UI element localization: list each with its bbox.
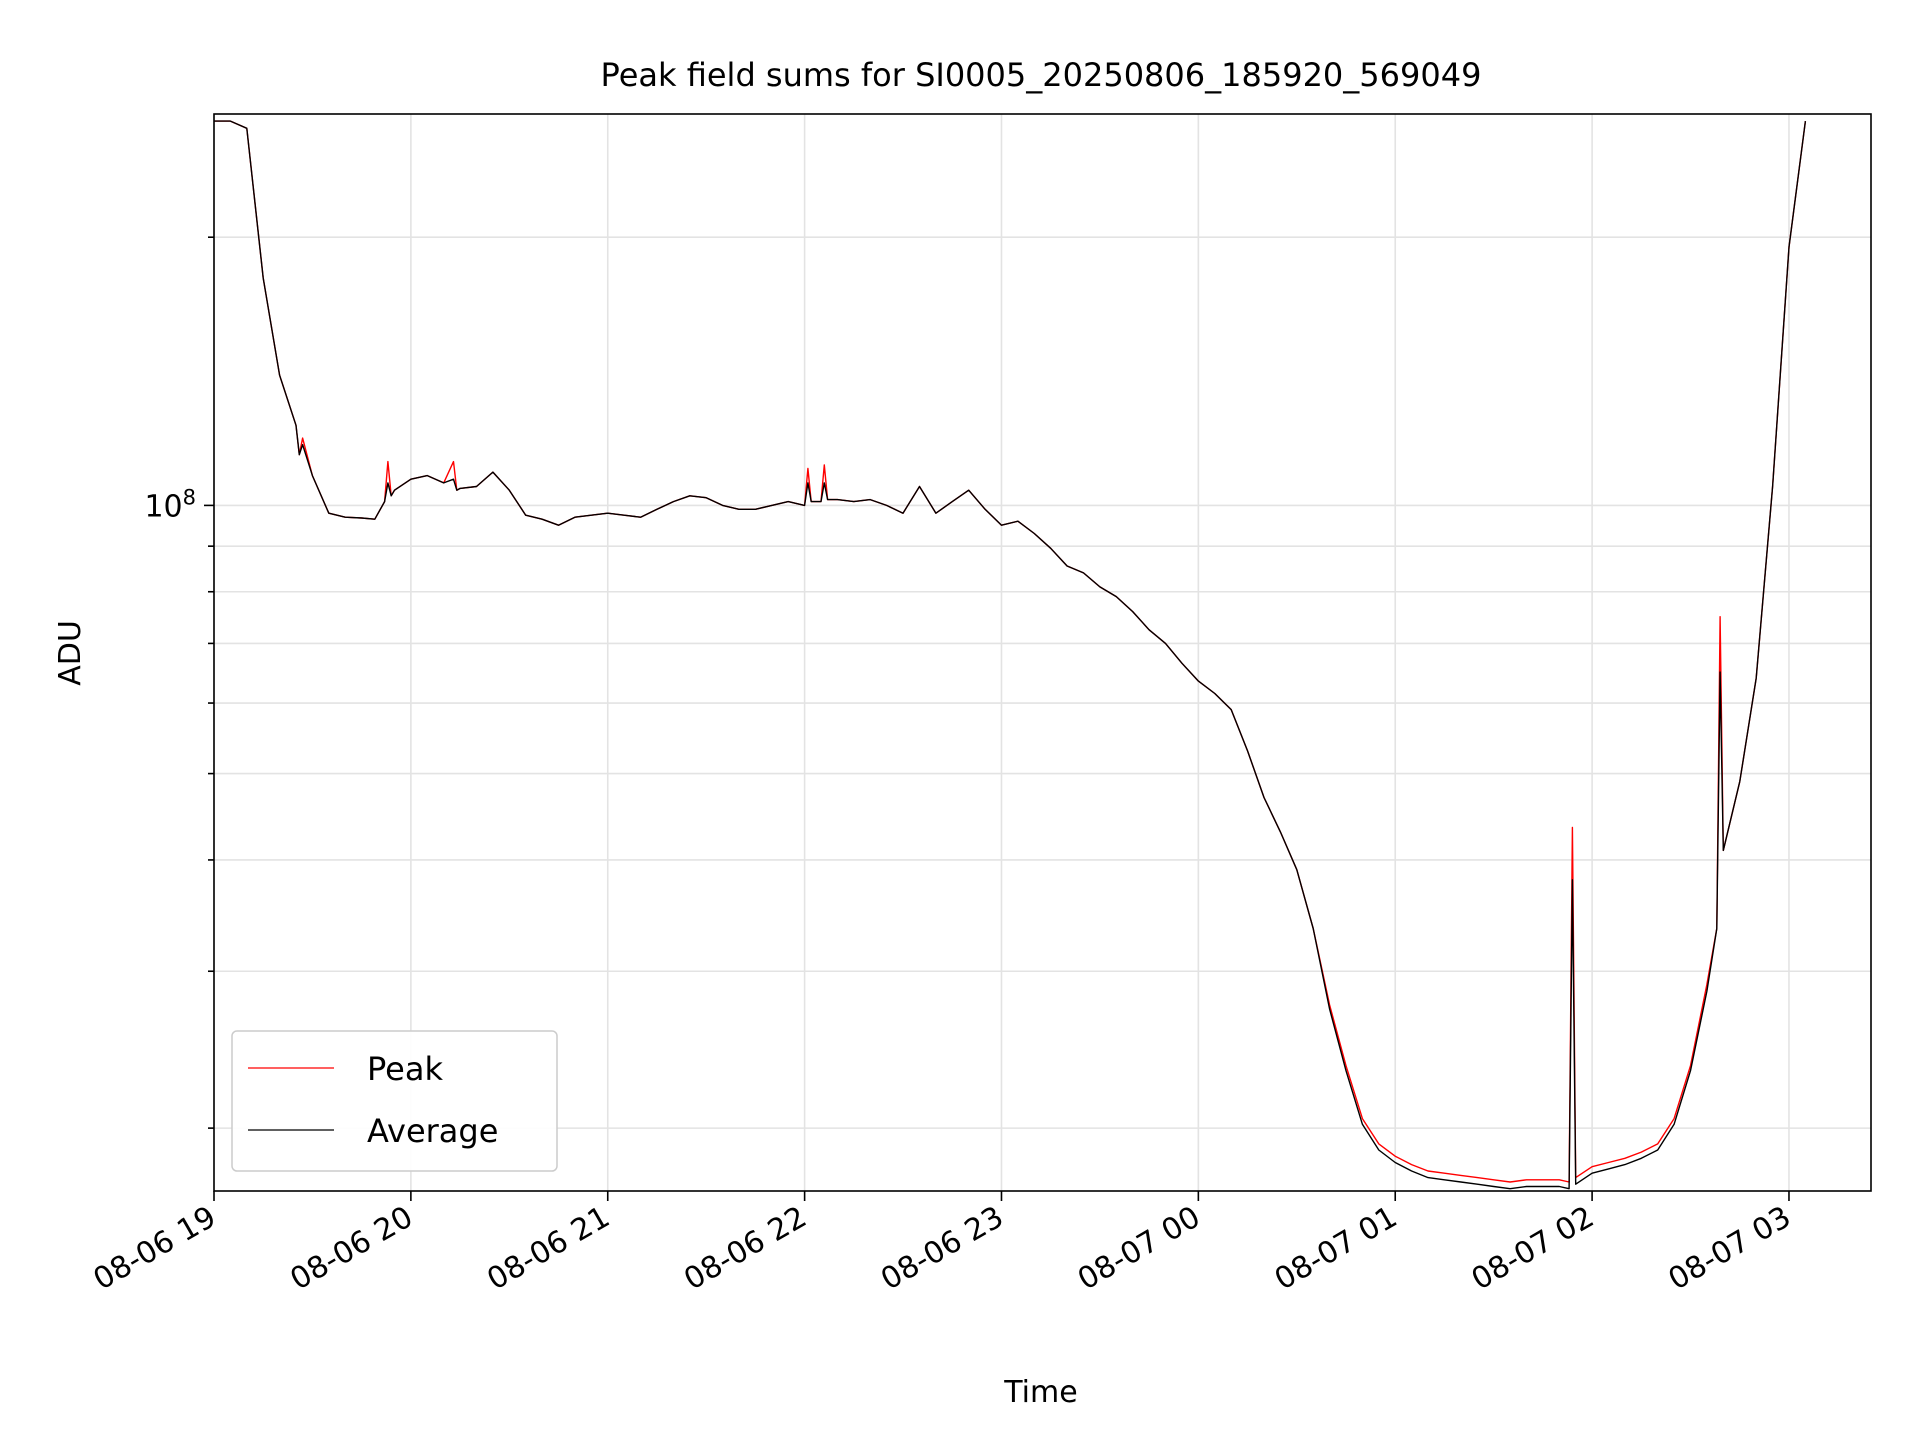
y-axis: 108 <box>144 236 214 1129</box>
series-line-average <box>214 120 1807 1190</box>
legend: Peak Average <box>231 1030 558 1172</box>
grid <box>213 114 1871 1191</box>
legend-label-average: Average <box>367 1112 498 1150</box>
plot-area <box>213 113 1872 1192</box>
x-axis-label: Time <box>1003 1375 1077 1410</box>
legend-label-peak: Peak <box>367 1050 443 1088</box>
y-axis-label: ADU <box>53 620 88 686</box>
series-group <box>214 120 1807 1190</box>
chart-title: Peak field sums for SI0005_20250806_1859… <box>601 56 1482 94</box>
legend-box <box>231 1030 558 1172</box>
y-tick-label: 108 <box>144 485 196 524</box>
